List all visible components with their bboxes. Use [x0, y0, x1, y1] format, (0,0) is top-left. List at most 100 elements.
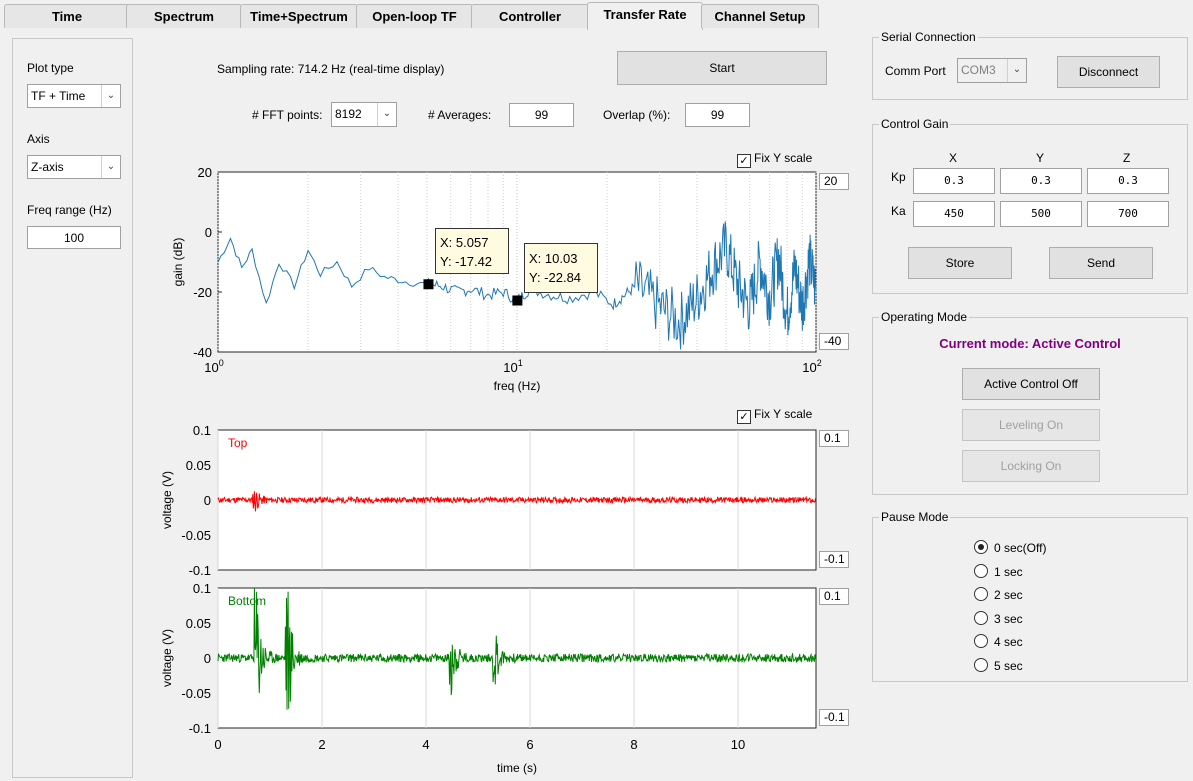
pause-radio-2[interactable]: 2 sec — [974, 587, 1023, 602]
disconnect-button[interactable]: Disconnect — [1057, 56, 1160, 88]
comm-port-value: COM3 — [961, 63, 996, 77]
active-control-off-button[interactable]: Active Control Off — [962, 368, 1100, 400]
tf-xtick-label: 101 — [503, 358, 522, 375]
axis-select[interactable]: Z-axis ⌄ — [27, 155, 121, 179]
bottom-ytick-label: 0.05 — [186, 616, 211, 631]
averages-label: # Averages: — [428, 108, 492, 122]
serial-connection-group: Serial Connection Comm Port COM3 ⌄ Disco… — [872, 30, 1188, 100]
kp-z-input[interactable]: 0.3 — [1087, 168, 1169, 194]
top-series-line — [217, 491, 817, 512]
pause-radio-label: 0 sec(Off) — [994, 541, 1047, 555]
pause-radio-label: 4 sec — [994, 635, 1023, 649]
chevron-down-icon: ⌄ — [101, 156, 120, 178]
bottom-ytick-label: -0.1 — [189, 721, 211, 736]
datatip-2-y: Y: -22.84 — [529, 270, 582, 285]
tf-ytick-label: -20 — [193, 285, 212, 300]
control-gain-title: Control Gain — [879, 117, 951, 131]
bottom-ymin-input[interactable]: -0.1 — [819, 709, 849, 726]
pause-radio-label: 3 sec — [994, 612, 1023, 626]
tab-time[interactable]: Time — [4, 4, 130, 28]
top-ymax-input[interactable]: 0.1 — [819, 430, 849, 447]
radio-icon — [974, 564, 988, 578]
sampling-rate-text: Sampling rate: 714.2 Hz (real-time displ… — [217, 62, 445, 76]
comm-port-select[interactable]: COM3 ⌄ — [957, 58, 1027, 83]
pause-radio-3[interactable]: 3 sec — [974, 611, 1023, 626]
ka-z-input[interactable]: 700 — [1087, 201, 1169, 227]
bottom-series-line — [217, 587, 817, 710]
pause-radio-0[interactable]: 0 sec(Off) — [974, 540, 1046, 555]
datatip-1-y: Y: -17.42 — [440, 254, 493, 269]
ka-x-input[interactable]: 450 — [913, 201, 995, 227]
bottom-xtick-label: 2 — [318, 737, 325, 752]
control-gain-group: Control Gain X Y Z Kp Ka 0.3 0.3 0.3 450… — [872, 117, 1188, 294]
time-fix-y-label: Fix Y scale — [754, 407, 813, 421]
datatip-2-x: X: 10.03 — [529, 251, 578, 266]
tab-transfer-rate[interactable]: Transfer Rate — [587, 2, 703, 30]
bottom-ytick-label: -0.05 — [181, 686, 211, 701]
kp-label: Kp — [891, 170, 906, 184]
tab-channel-setup[interactable]: Channel Setup — [701, 4, 819, 28]
time-fix-y-checkbox[interactable]: ✓ Fix Y scale — [737, 407, 812, 424]
pause-radio-label: 5 sec — [994, 659, 1023, 673]
bottom-xtick-label: 4 — [422, 737, 429, 752]
radio-selected-icon — [974, 540, 988, 554]
tab-spectrum[interactable]: Spectrum — [126, 4, 242, 28]
tf-fix-y-checkbox[interactable]: ✓ Fix Y scale — [737, 151, 812, 168]
fft-points-value: 8192 — [335, 107, 362, 121]
bottom-ytick-label: 0.1 — [193, 581, 211, 596]
pause-mode-group: Pause Mode 0 sec(Off) 1 sec 2 sec 3 sec … — [872, 510, 1188, 682]
top-series-name: Top — [228, 436, 248, 450]
send-button[interactable]: Send — [1049, 247, 1153, 279]
radio-icon — [974, 587, 988, 601]
plot-type-select[interactable]: TF + Time ⌄ — [27, 84, 121, 108]
top-ytick-label: 0 — [204, 493, 211, 508]
start-button[interactable]: Start — [617, 51, 827, 85]
axis-label: Axis — [27, 132, 50, 146]
overlap-input[interactable]: 99 — [685, 103, 750, 127]
radio-icon — [974, 658, 988, 672]
freq-range-input[interactable]: 100 — [27, 226, 121, 249]
tf-xlabel: freq (Hz) — [494, 379, 541, 393]
tf-series-line — [217, 221, 817, 350]
tf-xtick-label: 100 — [204, 358, 223, 375]
tf-datatip-marker — [512, 295, 523, 306]
pause-mode-title: Pause Mode — [879, 510, 951, 524]
checkmark-icon: ✓ — [737, 410, 751, 424]
radio-icon — [974, 634, 988, 648]
top-ytick-label: 0.1 — [193, 425, 211, 438]
fft-points-label: # FFT points: — [252, 108, 323, 122]
current-mode-text: Current mode: Active Control — [939, 336, 1121, 351]
gain-col-y: Y — [1036, 151, 1045, 165]
top-ymin-input[interactable]: -0.1 — [819, 551, 849, 568]
averages-input[interactable]: 99 — [509, 103, 574, 127]
store-button[interactable]: Store — [908, 247, 1012, 279]
tf-ymin-input[interactable]: -40 — [819, 333, 849, 350]
top-ylabel: voltage (V) — [160, 471, 174, 529]
bottom-xtick-label: 10 — [731, 737, 745, 752]
tf-xtick-exp: 1 — [518, 358, 523, 368]
axis-value: Z-axis — [31, 160, 64, 174]
tab-open-loop-tf[interactable]: Open-loop TF — [356, 4, 473, 28]
tf-ymax-input[interactable]: 20 — [819, 173, 849, 190]
operating-mode-group: Operating Mode Current mode: Active Cont… — [872, 310, 1188, 495]
kp-x-input[interactable]: 0.3 — [913, 168, 995, 194]
tf-ytick-label: 0 — [205, 225, 212, 240]
locking-on-button[interactable]: Locking On — [962, 450, 1100, 482]
pause-radio-1[interactable]: 1 sec — [974, 564, 1023, 579]
ka-y-input[interactable]: 500 — [1000, 201, 1082, 227]
radio-icon — [974, 611, 988, 625]
pause-radio-5[interactable]: 5 sec — [974, 658, 1023, 673]
top-ytick-label: 0.05 — [186, 458, 211, 473]
tab-controller[interactable]: Controller — [471, 4, 589, 28]
kp-y-input[interactable]: 0.3 — [1000, 168, 1082, 194]
fft-points-select[interactable]: 8192 ⌄ — [331, 102, 397, 127]
bottom-series-name: Bottom — [228, 594, 266, 608]
pause-radio-4[interactable]: 4 sec — [974, 634, 1023, 649]
datatip-1: X: 5.057 Y: -17.42 — [435, 228, 509, 274]
tab-time-spectrum[interactable]: Time+Spectrum — [240, 4, 358, 28]
settings-panel: Plot type TF + Time ⌄ Axis Z-axis ⌄ Freq… — [12, 38, 133, 778]
bottom-ymax-input[interactable]: 0.1 — [819, 588, 849, 605]
leveling-on-button[interactable]: Leveling On — [962, 409, 1100, 441]
